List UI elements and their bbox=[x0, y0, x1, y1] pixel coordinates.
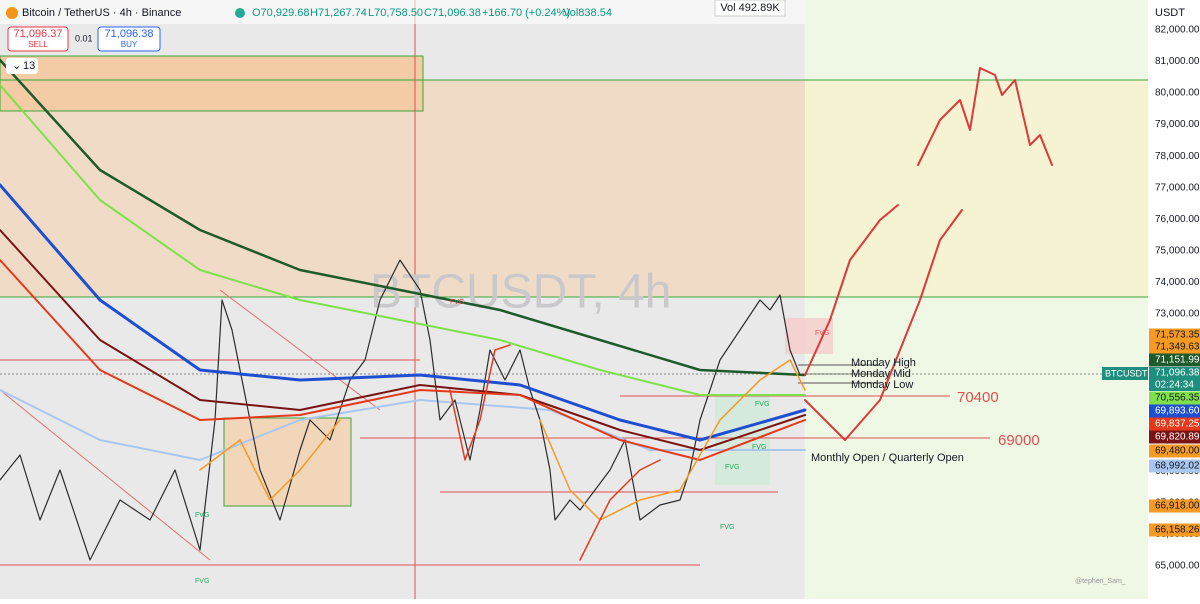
symbol: Bitcoin / TetherUS · 4h · Binance bbox=[22, 7, 181, 19]
price-axis-label: 76,000.00 bbox=[1155, 214, 1200, 225]
price-axis-label: 80,000.00 bbox=[1155, 88, 1200, 99]
supply-zone bbox=[0, 80, 805, 297]
projection bbox=[917, 67, 1053, 166]
drawing bbox=[449, 344, 511, 461]
level-label: 70400 bbox=[957, 389, 999, 406]
fvg-label: FVG bbox=[755, 401, 769, 408]
ma-line bbox=[0, 58, 807, 377]
monday-mid: Monday Mid bbox=[851, 368, 911, 380]
fvg-label: FVG bbox=[195, 512, 209, 519]
price-line bbox=[0, 259, 801, 561]
level-label: 69000 bbox=[998, 432, 1040, 449]
trade-step: 0.01 bbox=[75, 33, 93, 43]
price-tag bbox=[1149, 340, 1200, 354]
ma-line bbox=[0, 229, 806, 451]
ma-line bbox=[0, 259, 806, 461]
price-tag-label: 70,556.35 bbox=[1155, 393, 1200, 404]
price-axis bbox=[1148, 0, 1200, 599]
ohlc-close: C71,096.38 bbox=[424, 7, 481, 19]
price-tag bbox=[1149, 444, 1200, 458]
header-bar bbox=[0, 0, 805, 24]
price-tag bbox=[1149, 459, 1200, 473]
price-tag-label: 68,992.02 bbox=[1155, 461, 1200, 472]
price-tag-label: 66,158.26 bbox=[1155, 525, 1200, 536]
supply-zone-right bbox=[805, 80, 1148, 297]
price-tag-label: 69,820.89 bbox=[1155, 432, 1200, 443]
price-axis-label: 75,000.00 bbox=[1155, 245, 1200, 256]
ohlc-change: +166.70 (+0.24%) bbox=[482, 7, 570, 19]
fvg-box bbox=[715, 395, 770, 485]
currency: USDT bbox=[1155, 7, 1185, 19]
price-axis-label: 73,000.00 bbox=[1155, 308, 1200, 319]
countdown: 02:24:34 bbox=[1155, 380, 1194, 391]
drawing bbox=[579, 459, 661, 561]
fvg-label: FVG bbox=[752, 444, 766, 451]
monthly-open: Monthly Open / Quarterly Open bbox=[811, 452, 964, 464]
price-tag-label: 69,837.25 bbox=[1155, 419, 1200, 430]
price-tag-label: 66,918.00 bbox=[1155, 501, 1200, 512]
indicator-toggle[interactable] bbox=[6, 58, 38, 74]
ma-line bbox=[0, 84, 806, 396]
vol-badge: Vol 492.89K bbox=[720, 2, 780, 14]
indicator-count: 13 bbox=[23, 60, 35, 72]
price-tag-label: 71,151.99 bbox=[1155, 355, 1200, 366]
price-tag-label: 71,573.35 bbox=[1155, 330, 1200, 341]
price-tag bbox=[1149, 430, 1200, 444]
ohlc-high: H71,267.74 bbox=[310, 7, 367, 19]
price-tag-label: 69,893.60 bbox=[1155, 406, 1200, 417]
price-tag bbox=[1149, 417, 1200, 431]
toggle-arrow: ⌄ bbox=[12, 60, 21, 72]
fvg-label: FVG bbox=[725, 464, 739, 471]
symbol-tag bbox=[1102, 367, 1148, 380]
price-tag-label: 69,480.00 bbox=[1155, 446, 1200, 457]
vol-badge-box bbox=[714, 0, 786, 17]
trend-line bbox=[0, 389, 211, 561]
price-tag bbox=[1149, 328, 1200, 342]
status-dot bbox=[235, 8, 245, 18]
price-axis-label: 77,000.00 bbox=[1155, 182, 1200, 193]
ohlc-open: O70,929.68 bbox=[252, 7, 310, 19]
author: @tephen_Sam_ bbox=[1075, 578, 1126, 585]
price-axis-label: 65,000.00 bbox=[1155, 561, 1200, 572]
fvg-label: FVG bbox=[195, 578, 209, 585]
price-tag bbox=[1149, 404, 1200, 418]
last-price-tag bbox=[1149, 367, 1200, 391]
ema-line bbox=[539, 359, 806, 521]
buy-price: 71,096.38 bbox=[105, 28, 154, 40]
trend-line bbox=[219, 289, 381, 411]
buy-button[interactable] bbox=[97, 26, 161, 52]
fvg-box bbox=[785, 318, 833, 354]
price-axis-label: 81,000.00 bbox=[1155, 56, 1200, 67]
price-axis-label: 78,000.00 bbox=[1155, 151, 1200, 162]
fvg-label: FVG bbox=[720, 524, 734, 531]
monday-low: Monday Low bbox=[851, 379, 913, 391]
projection bbox=[804, 204, 899, 376]
price-axis-label: 74,000.00 bbox=[1155, 277, 1200, 288]
ohlc-low: L70,758.50 bbox=[368, 7, 423, 19]
fvg-label: FVG bbox=[815, 330, 829, 337]
price-tag bbox=[1149, 523, 1200, 537]
fvg-label: FVG bbox=[450, 299, 464, 306]
price-tag-label: 71,349.63 bbox=[1155, 342, 1200, 353]
coin-icon bbox=[6, 7, 18, 19]
price-tag bbox=[1149, 499, 1200, 513]
buy-label: BUY bbox=[121, 40, 138, 49]
projection bbox=[804, 209, 963, 441]
monday-high: Monday High bbox=[851, 357, 916, 369]
sell-label: SELL bbox=[28, 40, 48, 49]
ohlc-volume: Vol838.54 bbox=[563, 7, 612, 19]
price-tag bbox=[1149, 353, 1200, 367]
ma-line bbox=[0, 183, 807, 442]
price-axis-label: 82,000.00 bbox=[1155, 25, 1200, 36]
sell-price: 71,096.37 bbox=[14, 28, 63, 40]
sell-button[interactable] bbox=[7, 26, 69, 52]
price-axis-label: 79,000.00 bbox=[1155, 119, 1200, 130]
price-tag bbox=[1149, 391, 1200, 405]
symbol-tag-label: BTCUSDT bbox=[1105, 368, 1148, 378]
zone-box bbox=[0, 55, 424, 112]
ema-line bbox=[199, 419, 341, 501]
last-price: 71,096.38 bbox=[1155, 368, 1200, 379]
